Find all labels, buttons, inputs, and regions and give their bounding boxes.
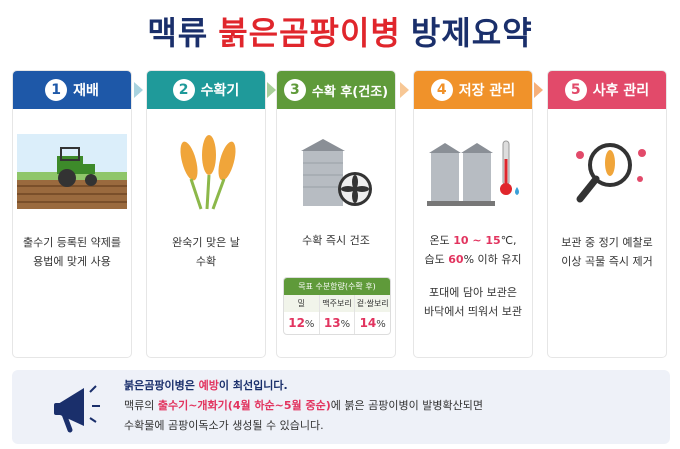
table-cell: 12% — [284, 312, 320, 334]
title-part1: 맥류 — [147, 14, 209, 52]
step-label: 재배 — [73, 83, 99, 99]
moisture-table: 목표 수분함량(수확 후) 밀 맥주보리 겉·쌀보리 12% 13% 14% — [283, 277, 391, 335]
humidity-text: 습도 60% 이하 유지 — [424, 253, 522, 266]
notice-line-1: 붉은곰팡이병은 예방이 최선입니다. — [124, 379, 288, 392]
step-header: 5 사후 관리 — [548, 71, 666, 109]
megaphone-icon — [50, 378, 110, 442]
temperature-text: 온도 10 ~ 15℃, — [429, 234, 517, 247]
step-label: 수확 후(건조) — [311, 84, 389, 100]
notice-box: 붉은곰팡이병은 예방이 최선입니다. 맥류의 출수기~개화기(4월 하순~5월 … — [12, 370, 670, 444]
table-header: 겉·쌀보리 — [356, 299, 389, 308]
step-label: 저장 관리 — [458, 83, 516, 99]
wheat-icon — [147, 126, 265, 216]
arrow-icon — [267, 82, 276, 98]
notice-line-3: 수확물에 곰팡이독소가 생성될 수 있습니다. — [124, 419, 324, 432]
page-title: 맥류 붉은곰팡이병 방제요약 — [0, 8, 680, 54]
table-cell: 13% — [320, 312, 356, 334]
silo-fan-icon — [277, 126, 395, 216]
step-text: 용법에 맞게 사용 — [33, 255, 111, 268]
step-number: 5 — [564, 79, 587, 101]
step-number: 1 — [45, 79, 68, 101]
step-text: 포대에 담아 보관은 — [429, 286, 517, 299]
step-number: 3 — [283, 79, 306, 101]
step-header: 4 저장 관리 — [414, 71, 532, 109]
step-label: 사후 관리 — [592, 83, 650, 99]
step-number: 2 — [172, 79, 195, 101]
step-header: 2 수확기 — [147, 71, 265, 109]
step-text: 수확 즉시 건조 — [302, 234, 370, 247]
step-text: 완숙기 맞은 날 — [172, 236, 240, 249]
step-text: 바닥에서 띄워서 보관 — [423, 305, 523, 318]
silo-thermometer-icon — [414, 126, 532, 216]
title-disease: 붉은곰팡이병 — [218, 14, 401, 52]
step-header: 1 재배 — [13, 71, 131, 109]
notice-line-2: 맥류의 출수기~개화기(4월 하순~5월 중순)에 붉은 곰팡이병이 발병확산되… — [124, 399, 483, 412]
table-title: 목표 수분함량(수확 후) — [284, 278, 390, 295]
step-text: 수확 — [195, 255, 217, 268]
tractor-field-icon — [13, 126, 131, 216]
step-label: 수확기 — [200, 83, 240, 99]
step-text: 보관 중 정기 예찰로 — [561, 236, 653, 249]
arrow-icon — [534, 82, 543, 98]
title-part3: 방제요약 — [410, 14, 533, 52]
step-header: 3 수확 후(건조) — [277, 71, 395, 109]
table-header: 맥주보리 — [320, 295, 356, 312]
arrow-icon — [400, 82, 409, 98]
step-text: 이상 곡물 즉시 제거 — [561, 255, 653, 268]
arrow-icon — [134, 82, 143, 98]
step-text: 출수기 등록된 약제를 — [22, 236, 122, 249]
step-card-drying: 3 수확 후(건조) 수확 즉시 건조 목표 수분함량(수확 후) 밀 맥주보리 … — [276, 70, 396, 358]
table-header: 밀 — [284, 295, 320, 312]
step-card-storage: 4 저장 관리 온도 10 ~ 15℃, 습도 60% 이하 유지 포대에 담아 … — [413, 70, 533, 358]
step-number: 4 — [430, 79, 453, 101]
table-cell: 14% — [359, 316, 386, 330]
magnifier-wheat-icon — [548, 126, 666, 216]
